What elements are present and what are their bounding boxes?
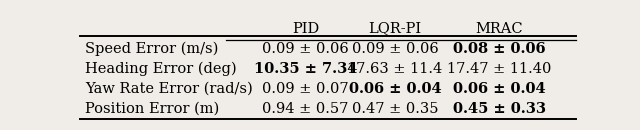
Text: PID: PID bbox=[292, 22, 319, 36]
Text: LQR-PI: LQR-PI bbox=[369, 22, 422, 36]
Text: 0.06 ± 0.04: 0.06 ± 0.04 bbox=[349, 82, 441, 96]
Text: Speed Error (m/s): Speed Error (m/s) bbox=[85, 41, 218, 56]
Text: MRAC: MRAC bbox=[476, 22, 523, 36]
Text: 0.08 ± 0.06: 0.08 ± 0.06 bbox=[453, 42, 545, 56]
Text: 0.09 ± 0.06: 0.09 ± 0.06 bbox=[262, 42, 349, 56]
Text: 0.06 ± 0.04: 0.06 ± 0.04 bbox=[453, 82, 545, 96]
Text: 0.47 ± 0.35: 0.47 ± 0.35 bbox=[352, 102, 438, 116]
Text: Yaw Rate Error (rad/s): Yaw Rate Error (rad/s) bbox=[85, 82, 253, 96]
Text: Heading Error (deg): Heading Error (deg) bbox=[85, 61, 237, 76]
Text: 17.63 ± 11.4: 17.63 ± 11.4 bbox=[348, 62, 443, 76]
Text: 10.35 ± 7.34: 10.35 ± 7.34 bbox=[254, 62, 357, 76]
Text: 0.45 ± 0.33: 0.45 ± 0.33 bbox=[452, 102, 546, 116]
Text: 0.09 ± 0.06: 0.09 ± 0.06 bbox=[351, 42, 438, 56]
Text: 0.09 ± 0.07: 0.09 ± 0.07 bbox=[262, 82, 349, 96]
Text: 0.94 ± 0.57: 0.94 ± 0.57 bbox=[262, 102, 349, 116]
Text: 17.47 ± 11.40: 17.47 ± 11.40 bbox=[447, 62, 551, 76]
Text: Position Error (m): Position Error (m) bbox=[85, 102, 220, 116]
